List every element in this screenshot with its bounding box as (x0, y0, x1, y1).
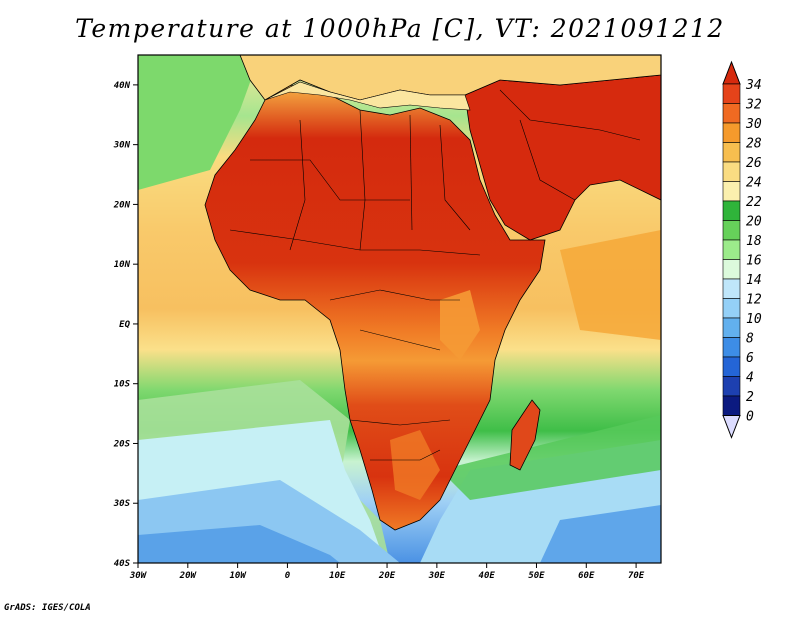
colorbar-box (722, 239, 741, 260)
indian-green-region (440, 415, 661, 500)
lat-tick-label: 30S (113, 499, 131, 509)
lon-tick-label: 20E (378, 571, 396, 581)
africa-landmass (204, 84, 546, 531)
colorbar-label: 2 (746, 390, 754, 405)
map-title: Temperature at 1000hPa [C], VT: 20210912… (75, 14, 725, 43)
lat-tick-label: 10S (114, 380, 131, 390)
lon-tick-label: 60E (578, 571, 595, 581)
colorbar-label: 24 (746, 176, 762, 191)
colorbar-label: 22 (746, 195, 762, 210)
north-atlantic-region (138, 55, 260, 190)
colorbar-box (722, 103, 741, 124)
colorbar-label: 8 (746, 332, 754, 347)
lon-tick-label: 50E (528, 571, 545, 581)
colorbar-box (722, 220, 741, 241)
colorbar-box (722, 317, 741, 338)
colorbar-box (722, 337, 741, 358)
lon-tick-label: 0 (285, 571, 291, 581)
colorbar-top-arrow (722, 60, 741, 85)
south-colder-region (138, 525, 340, 563)
colorbar-label: 30 (745, 117, 762, 132)
lat-tick-label: 40N (114, 81, 131, 91)
colorbar-box (722, 298, 741, 319)
credit-label: GrADS: IGES/COLA (4, 603, 91, 613)
colorbar-label: 34 (745, 78, 762, 93)
colorbar-label: 26 (746, 156, 762, 171)
indian-cold-region (540, 505, 661, 563)
lat-tick-label: 10N (114, 260, 131, 270)
colorbar-label: 28 (746, 137, 762, 152)
colorbar-box (722, 181, 741, 202)
colorbar-box (722, 259, 741, 280)
colorbar-label: 18 (746, 234, 762, 249)
axis-ticks: 40N 30N 20N 10N EQ 10S 20S 30S 40S 30W 20W 10W 0 10E 2… (113, 81, 645, 581)
mediterranean-sea (264, 81, 471, 111)
lon-tick-label: 40E (479, 571, 496, 581)
colorbar-box (722, 122, 741, 143)
southern-africa-cool (390, 430, 440, 500)
lon-tick-label: 70E (628, 571, 645, 581)
colorbar-label: 4 (746, 371, 754, 386)
arabian-sea-warm (560, 230, 661, 340)
map-frame (137, 54, 662, 564)
lon-tick-label: 30E (428, 571, 446, 581)
colorbar-box (722, 356, 741, 377)
lon-tick-label: 10W (229, 571, 247, 581)
colorbar-box (722, 395, 741, 416)
colorbar-label: 20 (746, 215, 762, 230)
lat-tick-label: 30N (113, 141, 131, 151)
country-borders (229, 89, 641, 461)
colorbar-label: 14 (746, 273, 762, 288)
colorbar-label: 32 (745, 98, 762, 113)
colorbar-box (722, 200, 741, 221)
lat-tick-label: 20S (113, 439, 131, 449)
colorbar-label: 12 (746, 293, 762, 308)
colorbar-box (722, 142, 741, 163)
colorbar-label: 6 (746, 351, 754, 366)
colorbar-box (722, 83, 741, 104)
colorbar-label: 0 (746, 410, 754, 425)
colorbar-box (722, 161, 741, 182)
colorbar-label: 10 (746, 312, 762, 327)
lon-tick-label: 30W (129, 571, 148, 581)
east-africa-highlands (440, 290, 480, 360)
lon-tick-label: 20W (179, 571, 198, 581)
colorbar-label: 16 (746, 254, 762, 269)
lat-tick-label: EQ (119, 320, 130, 330)
lat-tick-label: 20N (113, 200, 131, 210)
map-field (138, 55, 661, 563)
lat-tick-label: 40S (114, 559, 131, 569)
madagascar (509, 399, 541, 471)
lon-tick-label: 10E (329, 571, 346, 581)
colorbar-box (722, 278, 741, 299)
colorbar-box (722, 376, 741, 397)
colorbar-bottom-arrow (722, 415, 741, 439)
